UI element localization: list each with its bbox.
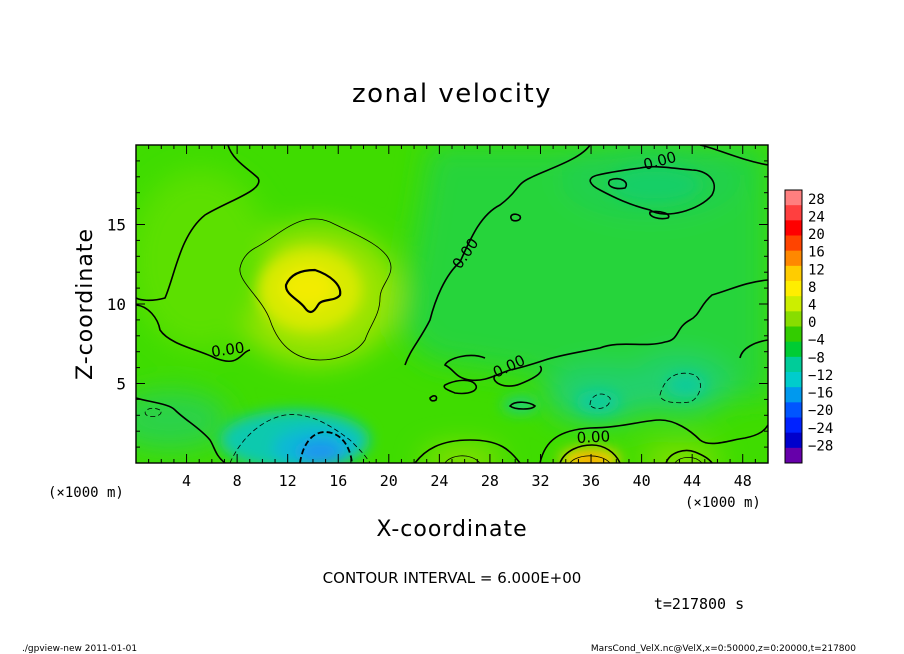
x-unit-right: (×1000 m) [685, 495, 761, 511]
chart-title: zonal velocity [352, 79, 552, 109]
x-unit-left: (×1000 m) [48, 485, 124, 501]
colorbar-swatch [785, 432, 802, 449]
colorbar-label: 16 [808, 245, 825, 261]
colorbar-label: 8 [808, 280, 816, 296]
colorbar-swatch [785, 387, 802, 403]
colorbar-label: 12 [808, 262, 825, 278]
x-tick-label: 48 [734, 472, 752, 490]
colorbar-frame [784, 189, 803, 464]
colorbar-label: −8 [808, 350, 825, 366]
colorbar-label: −20 [808, 403, 833, 419]
contour-interval: CONTOUR INTERVAL = 6.000E+00 [323, 569, 582, 587]
x-tick-label: 20 [380, 472, 398, 490]
colorbar-swatch [785, 235, 802, 252]
colorbar-label: 0 [808, 315, 816, 331]
colorbar-swatch [785, 281, 802, 297]
y-tick-label: 5 [116, 375, 126, 394]
colorbar-swatch [785, 220, 802, 236]
colorbar-swatch [785, 205, 802, 221]
contour-lines [136, 145, 768, 463]
colorbar-swatch [785, 296, 802, 312]
colorbar-swatch [785, 447, 802, 464]
contour-label: 0.00 [210, 338, 246, 360]
x-axis-label: X-coordinate [376, 517, 527, 542]
colorbar-swatch [785, 417, 802, 434]
colorbar-swatch [785, 250, 802, 267]
colorbar-swatch [785, 190, 802, 206]
x-tick-label: 28 [481, 472, 499, 490]
colorbar-swatch [785, 356, 802, 373]
colorbar-swatch [785, 326, 802, 343]
colorbar-label: −24 [808, 421, 833, 437]
colorbar-swatch [785, 265, 802, 282]
x-tick-label: 4 [182, 472, 191, 490]
x-tick-label: 24 [430, 472, 448, 490]
colorbar-label: −28 [808, 438, 833, 454]
x-axis: 4 8 12 16 20 24 28 32 36 40 44 48 [135, 145, 769, 490]
footer-left: ./gpview-new 2011-01-01 [22, 644, 137, 654]
colorbar-label: −4 [808, 333, 825, 349]
x-tick-label: 44 [683, 472, 701, 490]
y-tick-label: 15 [107, 216, 126, 235]
heatmap-field: 0.00 0.00 0.00 0.00 0.00 [136, 145, 768, 463]
colorbar-swatch [785, 341, 802, 358]
footer-right: MarsCond_VelX.nc@VelX,x=0:50000,z=0:2000… [591, 644, 856, 654]
y-axis: 5 10 15 [107, 144, 768, 464]
time-label: t=217800 s [654, 595, 744, 613]
colorbar-swatch [785, 311, 802, 327]
x-tick-label: 16 [329, 472, 347, 490]
x-tick-label: 12 [279, 472, 297, 490]
x-tick-label: 36 [582, 472, 600, 490]
colorbar-label: 4 [808, 297, 816, 313]
colorbar-label: 20 [808, 227, 825, 243]
x-tick-label: 8 [233, 472, 242, 490]
x-tick-label: 40 [633, 472, 651, 490]
y-tick-label: 10 [107, 295, 126, 314]
colorbar-label: 24 [808, 209, 825, 225]
y-axis-label: Z-coordinate [73, 228, 98, 380]
colorbar-label: 28 [808, 192, 825, 208]
colorbar-label: −12 [808, 368, 833, 384]
x-tick-label: 32 [531, 472, 549, 490]
contour-label: 0.00 [576, 427, 610, 447]
colorbar-label: −16 [808, 386, 833, 402]
colorbar-swatch [785, 372, 802, 388]
colorbar-swatch [785, 402, 802, 418]
